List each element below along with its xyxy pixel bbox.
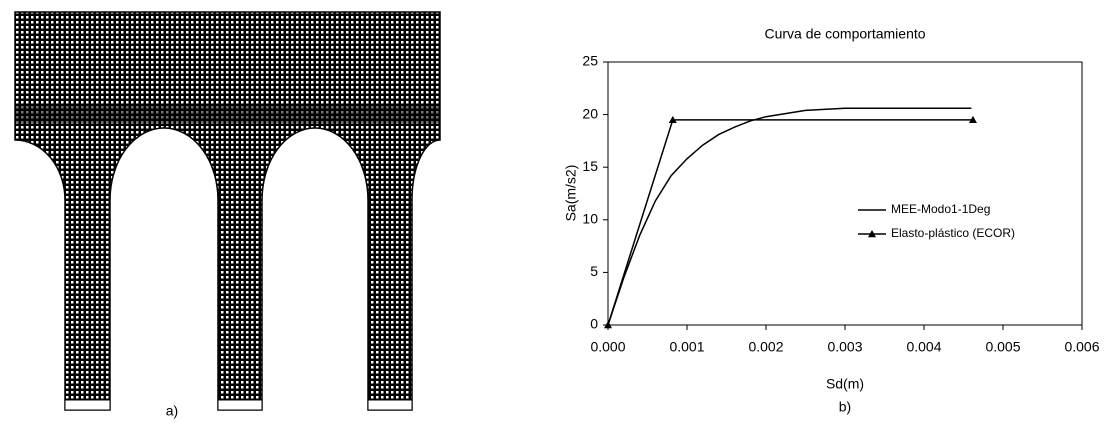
plot-area <box>607 61 1083 326</box>
x-tick-label: 0.004 <box>906 339 941 355</box>
mesh-band <box>15 105 440 123</box>
y-tick-label: 25 <box>582 53 598 69</box>
x-tick-label: 0.002 <box>748 339 783 355</box>
y-tick-label: 5 <box>590 263 598 279</box>
x-tick-label: 0.006 <box>1064 339 1099 355</box>
column-base <box>217 399 263 411</box>
panel-caption: a) <box>166 403 178 419</box>
legend-marker <box>868 230 876 238</box>
marker <box>968 115 977 124</box>
chart-title: Curva de comportamiento <box>764 26 925 42</box>
y-tick-label: 15 <box>582 158 598 174</box>
y-tick-label: 20 <box>582 105 598 121</box>
y-tick-label: 10 <box>582 211 598 227</box>
legend-label: Elasto-plástico (ECOR) <box>891 226 1015 240</box>
x-tick-label: 0.005 <box>985 339 1020 355</box>
x-tick-label: 0.001 <box>669 339 704 355</box>
y-tick-label: 0 <box>590 316 598 332</box>
marker <box>668 115 677 124</box>
legend-label: MEE-Modo1-1Deg <box>891 202 990 216</box>
mesh-panel <box>14 11 441 411</box>
panel-caption: b) <box>839 399 851 415</box>
series-line <box>607 107 972 326</box>
column-base <box>367 399 413 411</box>
x-tick-label: 0.003 <box>827 339 862 355</box>
marker <box>604 321 612 329</box>
y-axis-label: Sa(m/s2) <box>563 165 579 222</box>
mesh <box>14 11 441 411</box>
x-axis-label: Sd(m) <box>826 376 864 392</box>
column-base <box>64 399 111 411</box>
series-line <box>607 119 973 326</box>
x-tick-label: 0.000 <box>590 339 625 355</box>
